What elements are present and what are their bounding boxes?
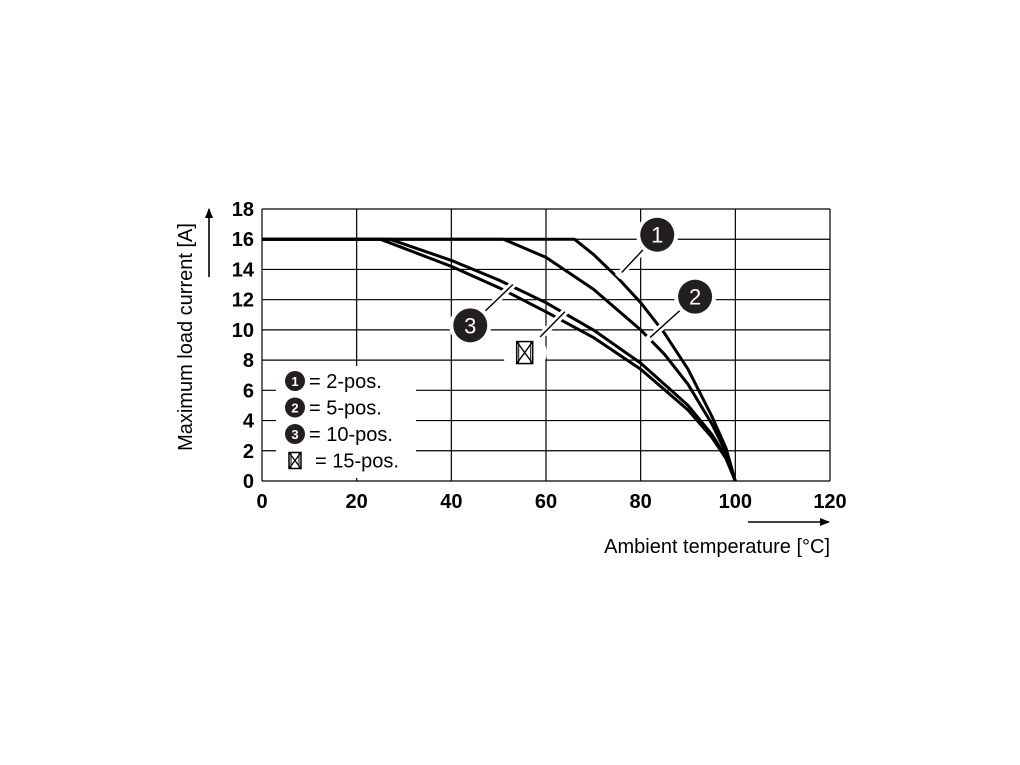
legend-marker-3-number: 3 xyxy=(291,427,298,442)
y-tick-label: 8 xyxy=(243,350,254,372)
legend-marker-3 xyxy=(285,424,305,444)
legend-label: = 15-pos. xyxy=(315,451,399,473)
legend-label: = 10-pos. xyxy=(309,424,393,446)
series-line-1 xyxy=(261,237,737,482)
callout-marker-3 xyxy=(453,308,488,343)
x-tick-label: 0 xyxy=(256,491,267,513)
callout-marker-1-number: 1 xyxy=(651,223,663,248)
legend-marker-1-number: 1 xyxy=(291,374,298,389)
series-layer xyxy=(261,237,737,482)
legend-label: = 5-pos. xyxy=(309,398,382,420)
callout-marker-2 xyxy=(678,279,713,314)
series-line-15-pos xyxy=(261,237,737,482)
legend-label: = 2-pos. xyxy=(309,371,382,393)
legend-marker-2 xyxy=(285,397,305,418)
y-axis-title: Maximum load current [A] xyxy=(175,223,197,451)
callout-leader-line xyxy=(484,284,514,313)
y-tick-label: 0 xyxy=(243,471,254,493)
x-axis-title: Ambient temperature [°C] xyxy=(604,536,830,558)
y-tick-label: 18 xyxy=(232,199,254,221)
callout-layer: 1 2 3 xyxy=(449,213,717,375)
callout-marker-15-pos-icon xyxy=(515,340,534,365)
x-tick-label: 20 xyxy=(346,491,368,513)
x-tick-label: 120 xyxy=(813,491,846,513)
x-tick-label: 80 xyxy=(630,491,652,513)
legend-marker-1 xyxy=(285,371,305,391)
x-tick-label: 60 xyxy=(535,491,557,513)
callout-marker-1 xyxy=(640,217,675,252)
y-tick-label: 4 xyxy=(243,411,255,433)
callout-leader-line xyxy=(621,248,645,273)
legend: 1 = 2-pos. 2 = 5-pos. 3 = 10-pos. = 15-pos. xyxy=(276,366,416,478)
x-tick-label: 100 xyxy=(719,491,752,513)
y-tick-label: 2 xyxy=(243,441,254,463)
y-tick-label: 6 xyxy=(243,380,254,402)
y-tick-label: 16 xyxy=(232,229,254,251)
legend-marker-2-number: 2 xyxy=(291,401,298,416)
y-tick-label: 14 xyxy=(232,259,255,281)
callout-leader-line xyxy=(649,309,681,338)
y-tick-label: 12 xyxy=(232,290,254,312)
x-tick-label: 40 xyxy=(440,491,462,513)
legend-15-pos-icon xyxy=(288,451,302,470)
series-line-2 xyxy=(261,237,737,482)
y-tick-label: 10 xyxy=(232,320,254,342)
callout-marker-3-number: 3 xyxy=(464,313,476,338)
callout-marker-2-number: 2 xyxy=(689,285,701,310)
